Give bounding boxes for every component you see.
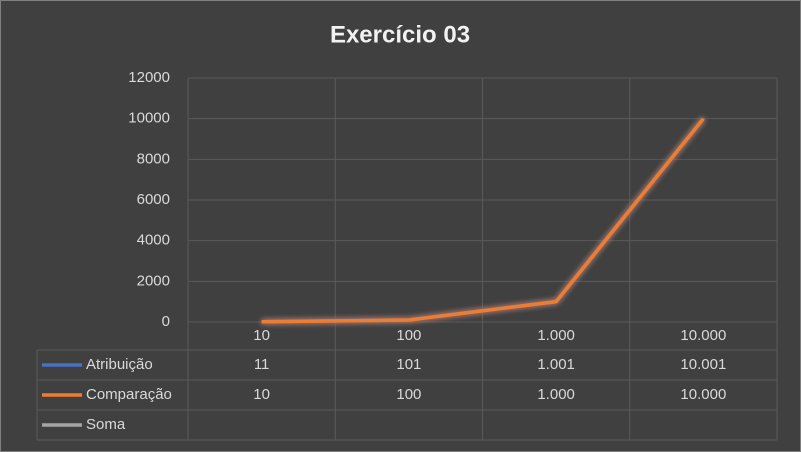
x-tick-label: 1.000 bbox=[537, 327, 575, 344]
y-tick-label: 10000 bbox=[128, 110, 170, 127]
y-tick-label: 12000 bbox=[128, 69, 170, 86]
y-tick-label: 2000 bbox=[137, 272, 170, 289]
table-value: 101 bbox=[396, 356, 421, 373]
table-value: 1.000 bbox=[537, 386, 575, 403]
table-value: 10.000 bbox=[680, 386, 726, 403]
table-value: 100 bbox=[396, 386, 421, 403]
x-tick-label: 100 bbox=[396, 327, 421, 344]
legend-label: Soma bbox=[86, 416, 126, 433]
x-tick-label: 10.000 bbox=[680, 327, 726, 344]
x-tick-label: 10 bbox=[253, 327, 270, 344]
table-value: 10 bbox=[253, 386, 270, 403]
y-tick-label: 6000 bbox=[137, 191, 170, 208]
legend-label: Atribuição bbox=[86, 356, 153, 373]
series-line bbox=[261, 117, 705, 324]
y-tick-label: 4000 bbox=[137, 232, 170, 249]
y-tick-label: 8000 bbox=[137, 150, 170, 167]
y-tick-label: 0 bbox=[162, 313, 170, 330]
legend-label: Comparação bbox=[86, 386, 172, 403]
table-value: 1.001 bbox=[537, 356, 575, 373]
table-value: 11 bbox=[254, 356, 270, 373]
chart-title: Exercício 03 bbox=[330, 21, 470, 48]
table-value: 10.001 bbox=[680, 356, 726, 373]
